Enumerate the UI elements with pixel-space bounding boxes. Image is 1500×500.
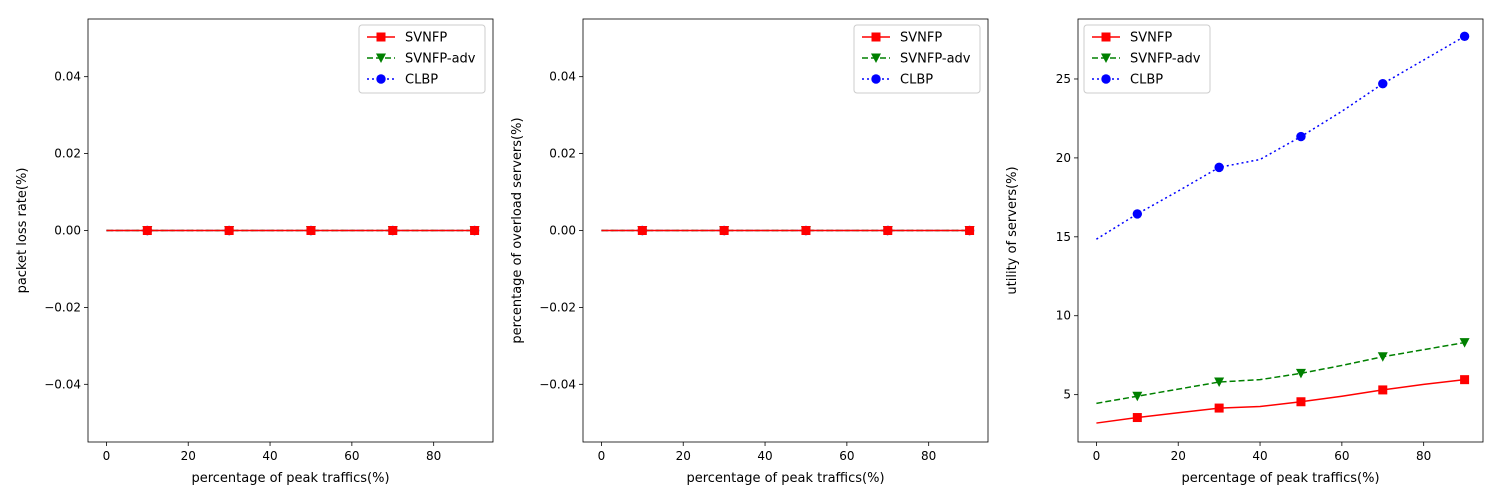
y-axis-label: utility of servers(%) <box>1005 166 1020 294</box>
y-tick-label: 20 <box>1056 151 1071 165</box>
x-tick-label: 60 <box>839 449 854 463</box>
legend: SVNFP SVNFP-adv CLBP <box>853 24 981 94</box>
legend-label-svnfp-adv: SVNFP-adv <box>405 52 476 67</box>
legend-label-svnfp: SVNFP <box>1130 31 1172 46</box>
x-axis-label: percentage of peak traffics(%) <box>191 471 389 486</box>
data-point-svnfp-adv <box>1132 391 1143 402</box>
data-point-svnfp <box>1460 375 1470 385</box>
y-tick-label: 0.04 <box>54 70 81 84</box>
series-group <box>601 225 975 236</box>
y-tick-label: 25 <box>1056 72 1071 86</box>
data-point-svnfp <box>1132 413 1142 423</box>
plot-frame <box>582 18 989 443</box>
x-tick-label: 80 <box>921 449 936 463</box>
x-tick-label: 20 <box>181 449 196 463</box>
legend-marker-clbp <box>376 74 386 84</box>
y-tick-label: 0.00 <box>549 224 576 238</box>
y-tick-label: −0.04 <box>539 377 576 391</box>
legend-marker-svnfp <box>1101 32 1111 42</box>
x-tick-label: 40 <box>1252 449 1267 463</box>
data-point-svnfp <box>801 226 811 235</box>
y-tick-label: −0.02 <box>44 300 81 314</box>
series-group <box>1096 31 1470 424</box>
x-axis-label: percentage of peak traffics(%) <box>1181 471 1379 486</box>
legend-box <box>1083 24 1211 94</box>
legend-label-svnfp: SVNFP <box>405 31 447 46</box>
x-tick-label: 0 <box>1093 449 1101 463</box>
x-tick-label: 0 <box>598 449 606 463</box>
data-point-svnfp <box>1214 403 1224 413</box>
x-tick-label: 60 <box>344 449 359 463</box>
y-tick-label: −0.04 <box>44 377 81 391</box>
data-point-svnfp-adv <box>1214 377 1225 388</box>
x-tick-label: 40 <box>757 449 772 463</box>
legend-marker-svnfp-adv <box>1101 53 1111 63</box>
x-tick-label: 20 <box>676 449 691 463</box>
data-point-svnfp <box>1296 397 1306 407</box>
x-tick-label: 40 <box>262 449 277 463</box>
series-line-svnfp <box>1096 378 1465 424</box>
x-tick-label: 20 <box>1171 449 1186 463</box>
y-tick-label: 5 <box>1063 388 1071 402</box>
x-tick-label: 80 <box>426 449 441 463</box>
y-tick-label: 0.02 <box>549 147 576 161</box>
data-point-svnfp <box>142 226 152 235</box>
legend-label-svnfp-adv: SVNFP-adv <box>1130 52 1201 67</box>
data-point-svnfp-adv <box>1377 352 1388 362</box>
data-point-clbp <box>1296 131 1306 142</box>
data-point-svnfp <box>1378 385 1388 395</box>
legend-label-svnfp-adv: SVNFP-adv <box>900 52 971 67</box>
y-tick-label: 15 <box>1056 230 1071 244</box>
data-point-svnfp <box>388 226 398 235</box>
data-point-clbp <box>1214 162 1224 173</box>
legend-box <box>853 24 981 94</box>
x-tick-label: 80 <box>1416 449 1431 463</box>
legend-label-svnfp: SVNFP <box>900 31 942 46</box>
x-axis-label: percentage of peak traffics(%) <box>686 471 884 486</box>
data-point-svnfp <box>470 226 480 235</box>
legend-label-clbp: CLBP <box>1130 73 1163 88</box>
y-tick-label: 0.04 <box>549 70 576 84</box>
legend-box <box>358 24 486 94</box>
y-tick-label: 0.00 <box>54 224 81 238</box>
overload-servers-plot: 0 20 40 60 80 −0.04 −0.02 0.00 0.02 0.04 percentag… <box>510 18 989 486</box>
plot-frame <box>1077 18 1484 443</box>
y-tick-label: 0.02 <box>54 147 81 161</box>
y-tick-label: 10 <box>1056 309 1071 323</box>
legend-label-clbp: CLBP <box>900 73 933 88</box>
series-line-svnfp-adv <box>1096 341 1465 405</box>
legend-marker-clbp <box>1101 74 1111 84</box>
data-point-svnfp <box>965 226 975 235</box>
y-axis-label: percentage of overload servers(%) <box>510 117 525 343</box>
legend: SVNFP SVNFP-adv CLBP <box>1083 24 1211 94</box>
plot-frame <box>87 18 494 443</box>
legend: SVNFP SVNFP-adv CLBP <box>358 24 486 94</box>
series-group <box>106 225 480 236</box>
legend-marker-svnfp-adv <box>871 53 881 63</box>
y-tick-label: −0.02 <box>539 300 576 314</box>
data-point-clbp <box>1132 209 1143 219</box>
data-point-clbp <box>1378 79 1388 89</box>
legend-label-clbp: CLBP <box>405 73 438 88</box>
server-utility-plot: 0 20 40 60 80 5 10 15 20 25 percentage of peak tra… <box>1005 18 1484 486</box>
data-point-svnfp <box>637 226 647 235</box>
data-point-svnfp <box>883 226 893 235</box>
x-tick-label: 0 <box>103 449 111 463</box>
packet-loss-plot: 0 20 40 60 80 −0.04 −0.02 0.00 0.02 0.04 percentag… <box>15 18 494 486</box>
series-line-clbp <box>1096 35 1465 240</box>
data-point-clbp <box>1459 31 1470 42</box>
data-point-svnfp-adv <box>1459 338 1470 348</box>
data-point-svnfp <box>306 226 316 235</box>
data-point-svnfp-adv <box>1295 368 1306 379</box>
data-point-svnfp <box>719 226 729 235</box>
legend-marker-svnfp <box>871 32 881 42</box>
y-axis-label: packet loss rate(%) <box>15 168 30 294</box>
legend-marker-svnfp <box>376 32 386 42</box>
data-point-svnfp <box>224 226 234 235</box>
legend-marker-clbp <box>871 74 881 84</box>
x-tick-label: 60 <box>1334 449 1349 463</box>
legend-marker-svnfp-adv <box>376 53 386 63</box>
